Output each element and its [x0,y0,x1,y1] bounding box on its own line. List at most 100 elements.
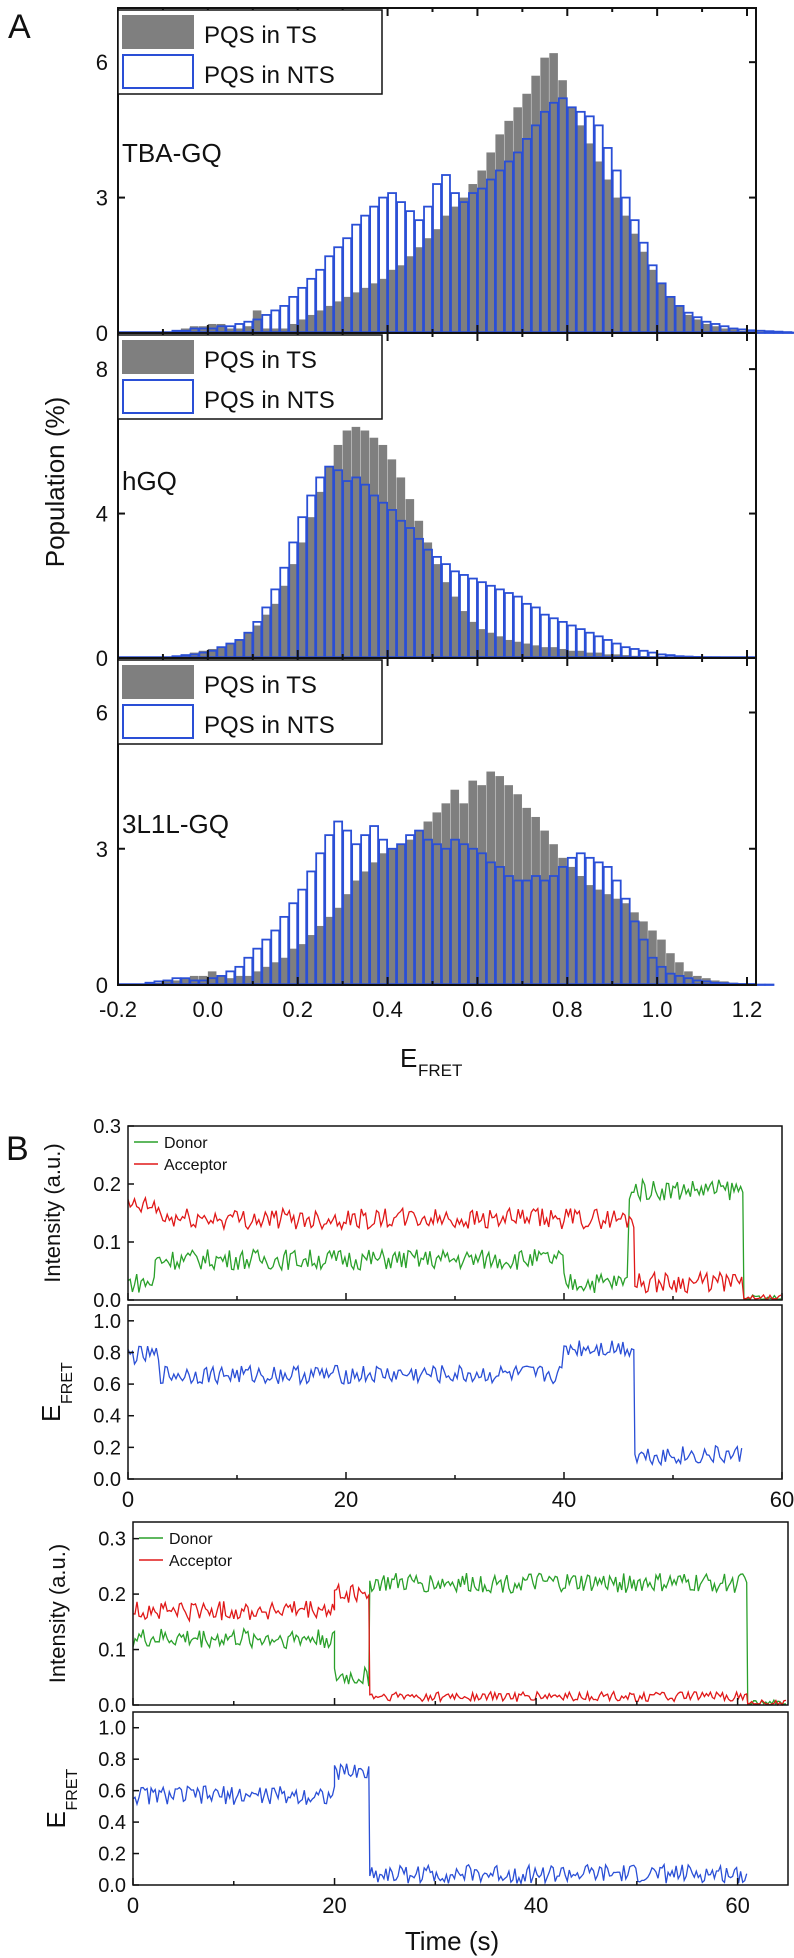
ts-bar [243,632,253,658]
y-tick-label: 0.4 [98,1812,126,1834]
efret-trace [132,1763,748,1886]
efret-axis-label-sub: FRET [418,1061,462,1080]
ts-bar [603,179,612,333]
x-tick-label: 0.8 [552,997,583,1022]
ts-bar [423,542,433,658]
ts-bar [459,803,469,985]
y-tick-label: 0.2 [98,1584,126,1606]
plot-frame [117,657,757,986]
ts-bar [234,975,244,985]
ts-bar [198,650,208,658]
ts-bar [423,821,433,985]
ts-bar [576,650,585,658]
ts-bar [630,912,639,985]
ts-bar [342,296,352,333]
ts-bar [603,894,612,985]
ts-bar [720,328,729,333]
ts-bar [549,844,558,985]
efret-trace [127,1340,743,1467]
legend-label-ts: PQS in TS [204,672,317,699]
histogram-title: TBA-GQ [122,138,222,168]
ts-bar [396,844,406,985]
ts-bar [567,866,576,985]
ts-bar [486,632,496,658]
plot-frame [127,1125,783,1301]
x-tick-label: 60 [725,1893,749,1918]
ts-bar [324,916,334,985]
ts-bar [576,876,585,985]
trace-legend: Donor Acceptor [139,1531,233,1570]
ts-bar [270,328,280,333]
y-tick-label: 0 [96,646,108,671]
y-tick-label: 0.6 [98,1781,126,1803]
x-tick-label: 0 [127,1893,139,1918]
ts-bar [351,292,361,333]
ts-bar [369,862,379,985]
y-tick-label: 0.1 [93,1232,121,1254]
ts-bar [351,880,361,985]
panel-letter-b: B [6,1130,29,1168]
ts-bar [504,785,513,985]
ts-bar [243,326,253,333]
y-tick-label: 8 [96,357,108,382]
y-tick-label: 0.0 [93,1290,121,1312]
y-tick-label: 0.6 [93,1374,121,1396]
ts-bar [171,980,181,985]
ts-bar [234,328,244,333]
x-tick-label: 1.0 [642,997,673,1022]
ts-bar [567,107,576,333]
ts-bar [441,582,451,658]
x-tick-label: -0.2 [99,997,137,1022]
x-tick-label: 20 [334,1487,358,1512]
ts-bar [261,966,271,985]
ts-bar [414,830,424,985]
ts-bar [504,120,513,333]
ts-bar [594,889,603,985]
y-tick-label: 0.2 [98,1844,126,1866]
ts-bar [567,650,576,658]
ts-bar [360,430,370,658]
legend-swatch-ts [122,665,194,699]
ts-bar [531,75,540,333]
ts-bar [432,229,442,333]
ts-bar [351,426,361,658]
ts-bar [558,857,567,985]
ts-bar [495,776,504,985]
y-tick-label: 0.4 [93,1406,121,1428]
ts-bar [468,780,478,985]
ts-bar [594,652,603,658]
ts-bar [450,596,460,658]
y-tick-label: 4 [96,502,108,527]
ts-bar [477,785,487,985]
ts-bar [315,310,325,333]
ts-bar [225,643,235,658]
ts-bar [279,328,289,333]
y-tick-label: 6 [96,701,108,726]
ts-bar [261,328,271,333]
ts-bar [495,134,504,333]
ts-bar [297,944,307,985]
ts-bar [558,80,567,333]
ts-bar [387,459,397,658]
ts-bar [405,839,415,985]
ts-bar [333,444,343,658]
ts-bar [684,314,693,333]
ts-bar [576,125,585,333]
ts-bar [639,921,648,985]
trace-legend: Donor Acceptor [134,1135,228,1174]
ts-bar [306,517,316,658]
efret-axis-label-sub: FRET [59,1362,76,1404]
ts-bar [504,639,513,658]
ts-bar [180,654,190,658]
x-tick-label: 0.6 [462,997,493,1022]
ts-bar [405,256,415,333]
trace2-intensity-plot: 0.0 0.1 0.2 0.3 Intensity (a.u.) Donor Accepto… [45,1521,789,1717]
ts-bar [639,251,648,333]
efret-axis-label-main: E [36,1405,66,1422]
ts-bar [270,962,280,985]
ts-bar [243,975,253,985]
